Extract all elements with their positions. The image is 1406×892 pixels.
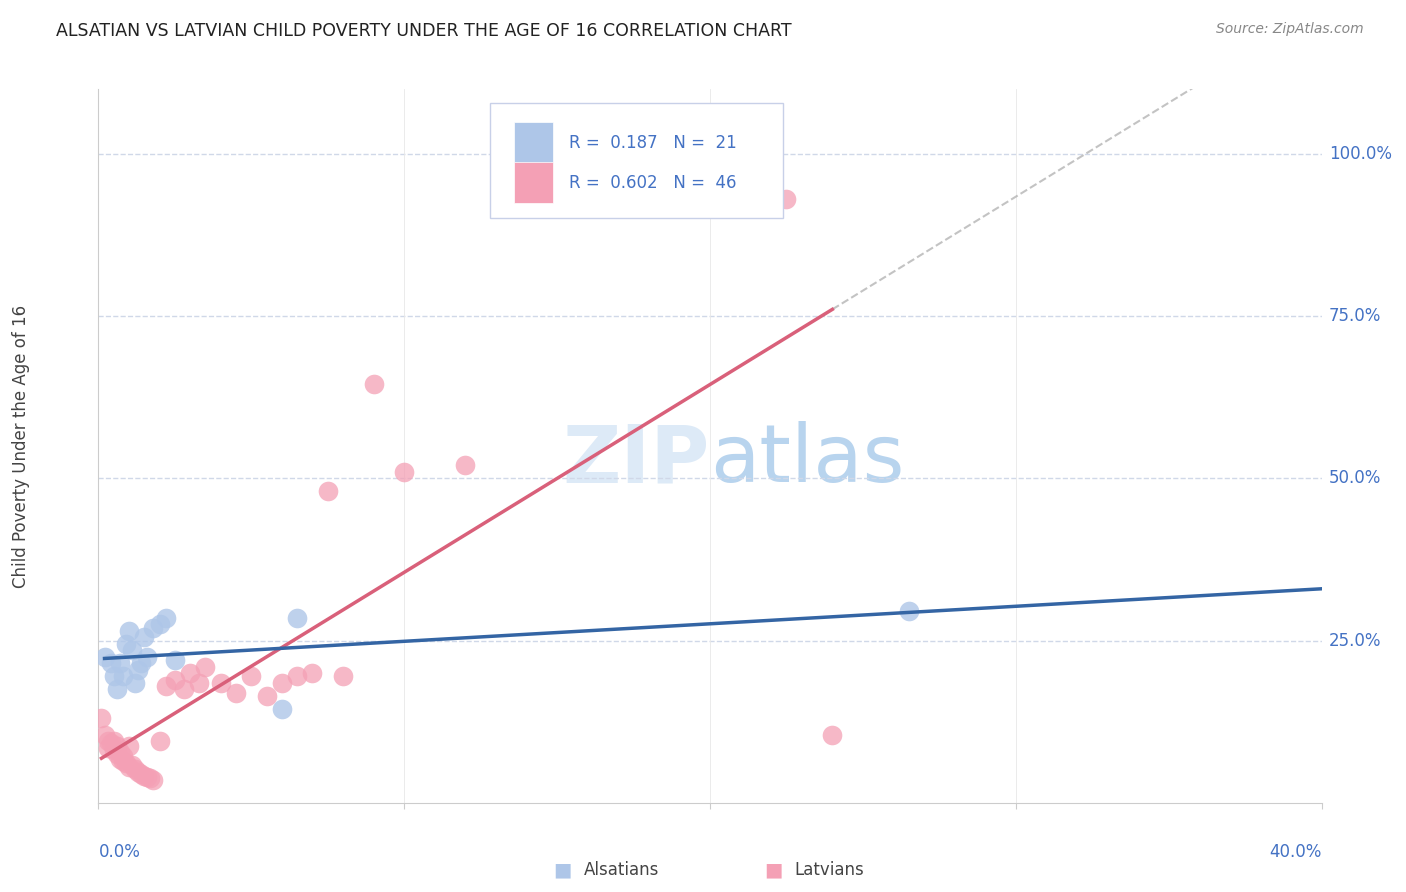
Point	[111, 754, 134, 768]
Point	[149, 734, 172, 748]
Point	[285, 611, 308, 625]
Point	[699, 167, 721, 181]
Point	[90, 711, 112, 725]
FancyBboxPatch shape	[489, 103, 783, 218]
Text: R =  0.187   N =  21: R = 0.187 N = 21	[569, 134, 737, 152]
Point	[179, 666, 201, 681]
Point	[127, 764, 149, 779]
Text: Source: ZipAtlas.com: Source: ZipAtlas.com	[1216, 22, 1364, 37]
Point	[163, 653, 186, 667]
Point	[105, 747, 128, 761]
Point	[108, 745, 131, 759]
Text: ALSATIAN VS LATVIAN CHILD POVERTY UNDER THE AGE OF 16 CORRELATION CHART: ALSATIAN VS LATVIAN CHILD POVERTY UNDER …	[56, 22, 792, 40]
Text: atlas: atlas	[710, 421, 904, 500]
Point	[139, 771, 162, 785]
Point	[155, 611, 177, 625]
Point	[134, 631, 156, 645]
Point	[225, 685, 247, 699]
Point	[134, 768, 156, 782]
Point	[124, 675, 146, 690]
Point	[124, 762, 146, 776]
Text: 50.0%: 50.0%	[1329, 469, 1381, 487]
Text: ■: ■	[763, 860, 783, 880]
Point	[129, 657, 152, 671]
Text: Latvians: Latvians	[794, 861, 865, 879]
Point	[256, 689, 278, 703]
Point	[93, 728, 115, 742]
Text: 100.0%: 100.0%	[1329, 145, 1392, 163]
Point	[105, 682, 128, 697]
Point	[121, 758, 143, 772]
Text: ■: ■	[553, 860, 572, 880]
Point	[163, 673, 186, 687]
Point	[97, 734, 120, 748]
Point	[111, 669, 134, 683]
Point	[108, 657, 131, 671]
Point	[103, 742, 125, 756]
Text: 75.0%: 75.0%	[1329, 307, 1381, 326]
Point	[118, 739, 141, 753]
Point	[93, 649, 115, 664]
Point	[897, 604, 920, 618]
Point	[285, 669, 308, 683]
FancyBboxPatch shape	[515, 162, 554, 203]
Point	[108, 752, 131, 766]
Point	[136, 770, 159, 784]
Point	[142, 621, 165, 635]
Point	[121, 643, 143, 657]
Point	[775, 193, 797, 207]
Point	[115, 637, 138, 651]
Point	[363, 377, 385, 392]
Point	[194, 659, 217, 673]
Point	[142, 773, 165, 788]
Point	[111, 749, 134, 764]
Point	[136, 649, 159, 664]
Point	[332, 669, 354, 683]
Text: Alsatians: Alsatians	[583, 861, 659, 879]
Point	[100, 736, 122, 750]
Point	[97, 740, 120, 755]
Text: Child Poverty Under the Age of 16: Child Poverty Under the Age of 16	[13, 304, 30, 588]
FancyBboxPatch shape	[515, 122, 554, 163]
Point	[173, 682, 195, 697]
Text: 0.0%: 0.0%	[98, 843, 141, 861]
Point	[105, 739, 128, 753]
Point	[118, 624, 141, 638]
Point	[270, 702, 292, 716]
Point	[316, 484, 339, 499]
Point	[103, 669, 125, 683]
Point	[129, 766, 152, 780]
Point	[392, 465, 416, 479]
Text: 25.0%: 25.0%	[1329, 632, 1381, 649]
Point	[209, 675, 232, 690]
Point	[115, 756, 138, 770]
Point	[149, 617, 172, 632]
Point	[270, 675, 292, 690]
Point	[821, 728, 844, 742]
Text: 40.0%: 40.0%	[1270, 843, 1322, 861]
Point	[118, 760, 141, 774]
Point	[188, 675, 211, 690]
Point	[240, 669, 263, 683]
Point	[155, 679, 177, 693]
Point	[103, 734, 125, 748]
Text: R =  0.602   N =  46: R = 0.602 N = 46	[569, 174, 737, 192]
Point	[100, 657, 122, 671]
Point	[454, 458, 477, 473]
Text: ZIP: ZIP	[562, 421, 710, 500]
Point	[301, 666, 323, 681]
Point	[127, 663, 149, 677]
